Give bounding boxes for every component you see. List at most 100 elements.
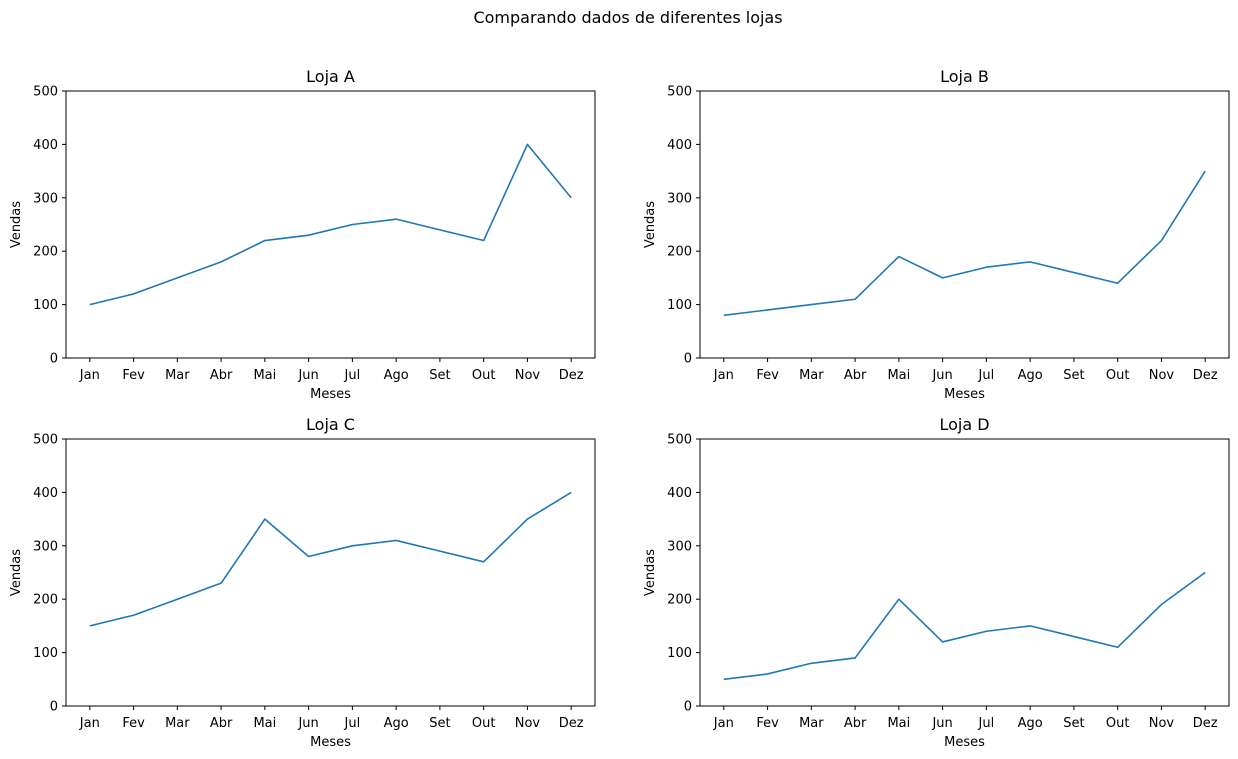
x-axis-label: Meses	[310, 387, 351, 402]
subplot-4: Loja D Jan Fev Mar Abr Mai Jun Jul Ago Set Out Nov D…	[643, 415, 1230, 750]
x-tick-label: Jun	[931, 368, 952, 383]
x-tick-label: Fev	[122, 716, 145, 731]
y-tick-label: 100	[33, 298, 58, 313]
x-tick-label: Mar	[799, 716, 824, 731]
x-tick-label: Mar	[165, 368, 190, 383]
y-tick-label: 100	[33, 646, 58, 661]
x-tick-label: Mar	[799, 368, 824, 383]
x-tick-label: Abr	[844, 368, 867, 383]
x-tick-label: Jan	[713, 368, 734, 383]
y-tick-label: 300	[33, 539, 58, 554]
subplot-3: Loja C Jan Fev Mar Abr Mai Jun Jul Ago Set Out Nov D…	[9, 415, 596, 750]
x-tick-label: Ago	[1018, 716, 1043, 731]
subplot-1: Loja A Jan Fev Mar Abr Mai Jun Jul Ago Set Out Nov D…	[9, 67, 596, 402]
x-axis-label: Meses	[944, 735, 985, 750]
subplot-title: Loja C	[306, 415, 355, 434]
x-tick-label: Out	[1106, 716, 1130, 731]
x-tick-label: Mai	[253, 368, 276, 383]
x-tick-label: Jun	[931, 716, 952, 731]
y-tick-label: 400	[33, 486, 58, 501]
x-tick-label: Fev	[122, 368, 145, 383]
y-tick-label: 500	[33, 433, 58, 448]
x-tick-label: Jun	[297, 716, 318, 731]
x-axis-label: Meses	[310, 735, 351, 750]
x-tick-label: Ago	[1018, 368, 1043, 383]
x-tick-label: Dez	[559, 368, 584, 383]
x-tick-label: Ago	[384, 368, 409, 383]
y-tick-label: 300	[667, 539, 692, 554]
x-tick-label: Jun	[297, 368, 318, 383]
x-tick-label: Jul	[978, 716, 995, 731]
x-tick-label: Set	[1063, 716, 1084, 731]
series-line	[723, 170, 1206, 317]
x-tick-label: Jul	[344, 368, 361, 383]
x-tick-label: Dez	[1193, 368, 1218, 383]
x-tick-label: Nov	[1149, 368, 1175, 383]
y-tick-label: 500	[667, 85, 692, 100]
x-tick-label: Mai	[253, 716, 276, 731]
y-tick-label: 500	[33, 85, 58, 100]
y-tick-label: 200	[33, 593, 58, 608]
y-axis-label: Vendas	[9, 549, 24, 596]
series-line	[723, 571, 1206, 681]
x-tick-label: Jul	[978, 368, 995, 383]
axes-frame	[699, 90, 1230, 359]
series-line	[89, 491, 572, 627]
y-tick-label: 100	[667, 298, 692, 313]
y-tick-label: 0	[684, 352, 692, 367]
x-tick-label: Set	[1063, 368, 1084, 383]
series-line	[89, 143, 572, 306]
x-tick-label: Abr	[210, 716, 233, 731]
subplot-title: Loja A	[306, 67, 355, 86]
y-tick-label: 0	[684, 700, 692, 715]
x-tick-label: Out	[472, 716, 496, 731]
y-axis-label: Vendas	[9, 201, 24, 248]
subplot-title: Loja B	[940, 67, 989, 86]
y-tick-label: 100	[667, 646, 692, 661]
x-tick-label: Jan	[713, 716, 734, 731]
y-tick-label: 200	[667, 593, 692, 608]
x-tick-label: Set	[429, 368, 450, 383]
y-tick-label: 200	[33, 245, 58, 260]
x-tick-label: Set	[429, 716, 450, 731]
y-tick-label: 400	[667, 486, 692, 501]
x-tick-label: Dez	[559, 716, 584, 731]
x-tick-label: Nov	[515, 716, 541, 731]
y-tick-label: 0	[50, 352, 58, 367]
x-tick-label: Jan	[79, 716, 100, 731]
y-tick-label: 400	[33, 138, 58, 153]
x-axis-label: Meses	[944, 387, 985, 402]
x-tick-label: Mar	[165, 716, 190, 731]
x-tick-label: Fev	[756, 368, 779, 383]
y-tick-label: 300	[667, 191, 692, 206]
axes-frame	[699, 438, 1230, 707]
y-axis-label: Vendas	[643, 549, 658, 596]
subplot-title: Loja D	[939, 415, 989, 434]
x-tick-label: Nov	[515, 368, 541, 383]
x-tick-label: Dez	[1193, 716, 1218, 731]
x-tick-label: Mai	[887, 716, 910, 731]
x-tick-label: Out	[1106, 368, 1130, 383]
y-tick-label: 300	[33, 191, 58, 206]
x-tick-label: Jul	[344, 716, 361, 731]
x-tick-label: Abr	[210, 368, 233, 383]
subplot-grid: Loja A Jan Fev Mar Abr Mai Jun Jul Ago Set Out Nov D…	[9, 67, 1230, 750]
axes-frame	[65, 90, 596, 359]
x-tick-label: Jan	[79, 368, 100, 383]
x-tick-label: Mai	[887, 368, 910, 383]
x-tick-label: Fev	[756, 716, 779, 731]
y-tick-label: 500	[667, 433, 692, 448]
figure-suptitle: Comparando dados de diferentes lojas	[473, 8, 782, 27]
x-tick-label: Abr	[844, 716, 867, 731]
y-tick-label: 0	[50, 700, 58, 715]
y-axis-label: Vendas	[643, 201, 658, 248]
y-tick-label: 200	[667, 245, 692, 260]
y-tick-label: 400	[667, 138, 692, 153]
axes-frame	[65, 438, 596, 707]
x-tick-label: Ago	[384, 716, 409, 731]
subplot-2: Loja B Jan Fev Mar Abr Mai Jun Jul Ago Set Out Nov D…	[643, 67, 1230, 402]
x-tick-label: Out	[472, 368, 496, 383]
x-tick-label: Nov	[1149, 716, 1175, 731]
